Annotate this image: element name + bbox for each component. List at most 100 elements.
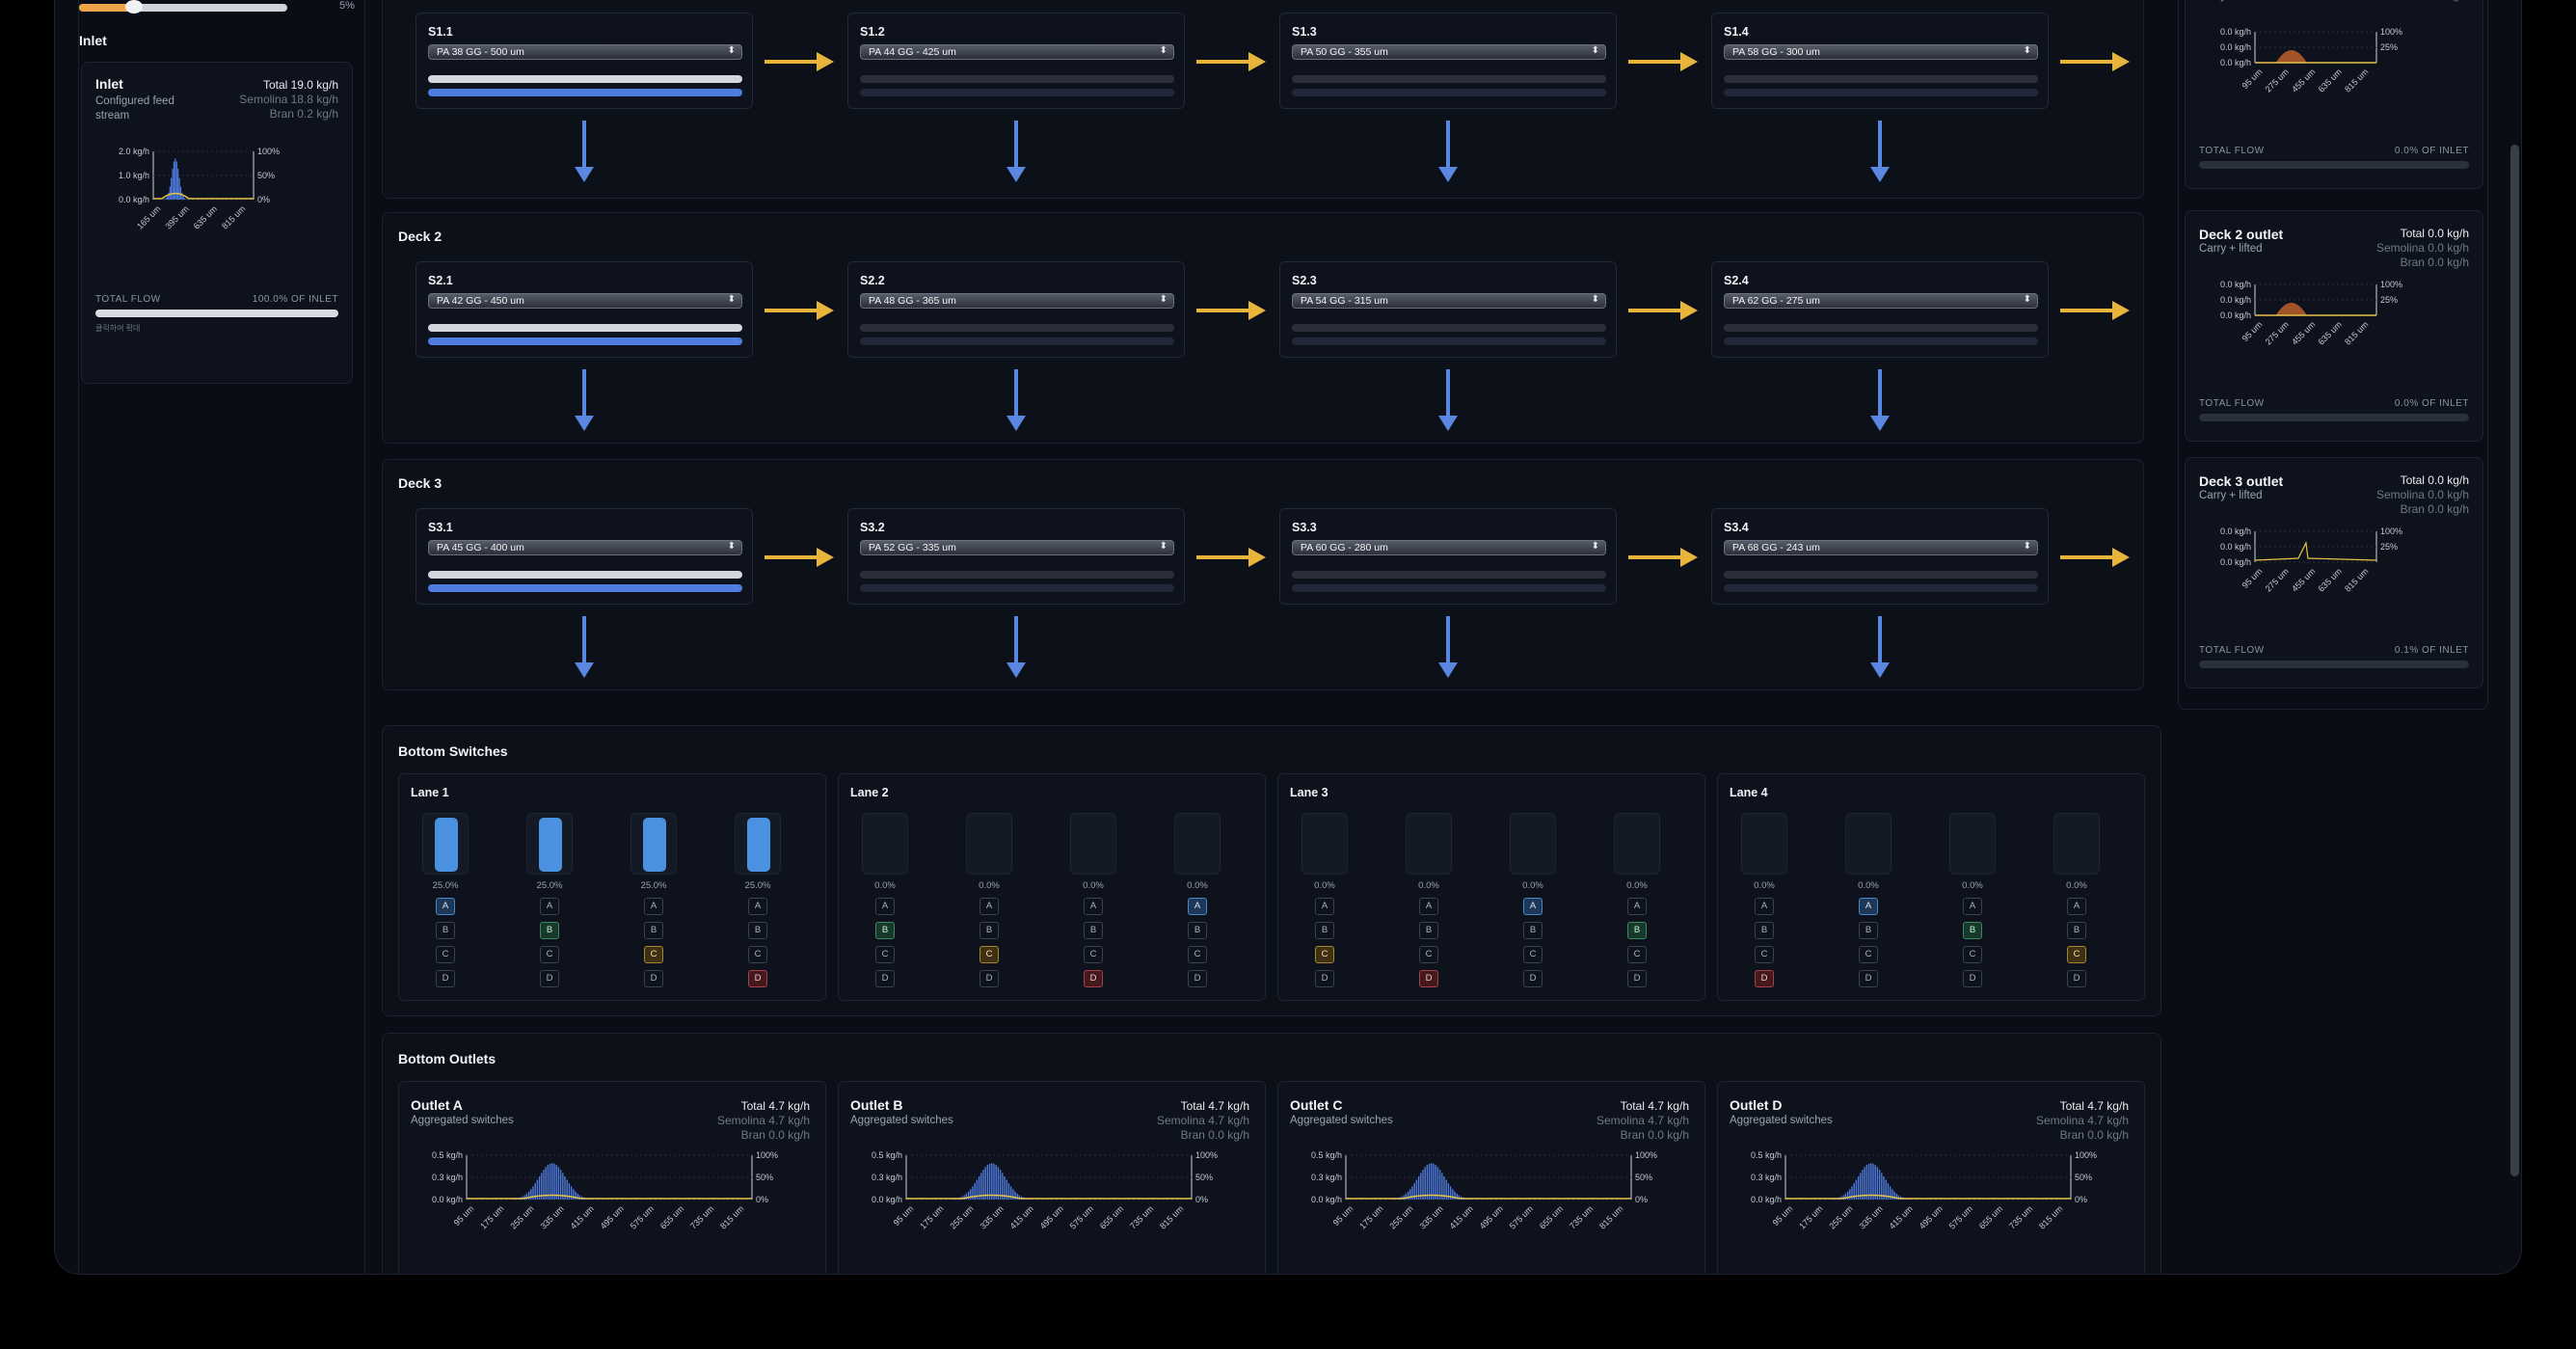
switch-route-b-button[interactable]: B — [1419, 922, 1438, 939]
switch-level-slot[interactable] — [1845, 813, 1892, 875]
switch-level-slot[interactable] — [526, 813, 573, 875]
switch-route-d-button[interactable]: D — [1859, 970, 1878, 987]
switch-route-b-button[interactable]: B — [875, 922, 895, 939]
switch-route-c-button[interactable]: C — [1084, 946, 1103, 963]
sieve-mesh-select[interactable]: PA 44 GG - 425 um ⬍ — [860, 44, 1174, 60]
switch-route-c-button[interactable]: C — [1315, 946, 1334, 963]
switch-level-slot[interactable] — [1510, 813, 1556, 875]
switch-route-a-button[interactable]: A — [1963, 898, 1982, 915]
outlet-card[interactable]: Outlet A Aggregated switches Total 4.7 kg/… — [398, 1081, 826, 1274]
switch-level-slot[interactable] — [1406, 813, 1452, 875]
switch-route-c-button[interactable]: C — [436, 946, 455, 963]
switch-route-b-button[interactable]: B — [748, 922, 767, 939]
switch-route-a-button[interactable]: A — [1755, 898, 1774, 915]
deck-outlet-card[interactable]: Deck 2 outlet Carry + lifted Total 0.0 kg/… — [2185, 210, 2483, 442]
switch-route-d-button[interactable]: D — [1419, 970, 1438, 987]
outlet-card[interactable]: Outlet D Aggregated switches Total 4.7 kg/… — [1717, 1081, 2145, 1274]
switch-route-c-button[interactable]: C — [1963, 946, 1982, 963]
switch-route-b-button[interactable]: B — [644, 922, 663, 939]
switch-level-slot[interactable] — [966, 813, 1012, 875]
switch-route-c-button[interactable]: C — [979, 946, 999, 963]
switch-level-slot[interactable] — [1174, 813, 1221, 875]
switch-route-c-button[interactable]: C — [644, 946, 663, 963]
switch-route-d-button[interactable]: D — [748, 970, 767, 987]
switch-level-slot[interactable] — [2053, 813, 2100, 875]
switch-route-d-button[interactable]: D — [436, 970, 455, 987]
sieve-mesh-select[interactable]: PA 58 GG - 300 um ⬍ — [1724, 44, 2038, 60]
switch-route-a-button[interactable]: A — [1419, 898, 1438, 915]
switch-route-d-button[interactable]: D — [1188, 970, 1207, 987]
outlet-card[interactable]: Outlet B Aggregated switches Total 4.7 kg/… — [838, 1081, 1266, 1274]
sieve-mesh-select[interactable]: PA 68 GG - 243 um ⬍ — [1724, 540, 2038, 555]
feed-slider[interactable]: 5% — [79, 0, 368, 15]
switch-route-c-button[interactable]: C — [1419, 946, 1438, 963]
sieve-mesh-select[interactable]: PA 54 GG - 315 um ⬍ — [1292, 293, 1606, 309]
switch-route-d-button[interactable]: D — [979, 970, 999, 987]
switch-route-a-button[interactable]: A — [540, 898, 559, 915]
sieve-mesh-select[interactable]: PA 62 GG - 275 um ⬍ — [1724, 293, 2038, 309]
switch-route-d-button[interactable]: D — [1523, 970, 1543, 987]
switch-route-b-button[interactable]: B — [436, 922, 455, 939]
switch-level-slot[interactable] — [862, 813, 908, 875]
switch-route-c-button[interactable]: C — [748, 946, 767, 963]
switch-route-a-button[interactable]: A — [1188, 898, 1207, 915]
sieve-mesh-select[interactable]: PA 48 GG - 365 um ⬍ — [860, 293, 1174, 309]
sieve-mesh-select[interactable]: PA 42 GG - 450 um ⬍ — [428, 293, 742, 309]
switch-route-b-button[interactable]: B — [979, 922, 999, 939]
switch-route-d-button[interactable]: D — [2067, 970, 2086, 987]
switch-level-slot[interactable] — [1741, 813, 1787, 875]
switch-route-b-button[interactable]: B — [1963, 922, 1982, 939]
switch-route-a-button[interactable]: A — [979, 898, 999, 915]
switch-level-slot[interactable] — [1614, 813, 1660, 875]
switch-route-d-button[interactable]: D — [1627, 970, 1647, 987]
switch-route-d-button[interactable]: D — [540, 970, 559, 987]
switch-route-b-button[interactable]: B — [540, 922, 559, 939]
sieve-mesh-select[interactable]: PA 60 GG - 280 um ⬍ — [1292, 540, 1606, 555]
switch-route-c-button[interactable]: C — [540, 946, 559, 963]
switch-route-c-button[interactable]: C — [1523, 946, 1543, 963]
switch-route-b-button[interactable]: B — [2067, 922, 2086, 939]
switch-route-c-button[interactable]: C — [1627, 946, 1647, 963]
switch-level-slot[interactable] — [1301, 813, 1348, 875]
switch-route-b-button[interactable]: B — [1859, 922, 1878, 939]
slider-knob[interactable] — [125, 0, 143, 13]
switch-route-c-button[interactable]: C — [1755, 946, 1774, 963]
switch-route-d-button[interactable]: D — [1084, 970, 1103, 987]
sieve-mesh-select[interactable]: PA 38 GG - 500 um ⬍ — [428, 44, 742, 60]
switch-level-slot[interactable] — [1070, 813, 1116, 875]
switch-route-b-button[interactable]: B — [1084, 922, 1103, 939]
switch-route-d-button[interactable]: D — [875, 970, 895, 987]
switch-route-b-button[interactable]: B — [1755, 922, 1774, 939]
sieve-mesh-select[interactable]: PA 45 GG - 400 um ⬍ — [428, 540, 742, 555]
switch-level-slot[interactable] — [735, 813, 781, 875]
deck-outlet-card[interactable]: Deck 3 outlet Carry + lifted Total 0.0 kg/… — [2185, 457, 2483, 688]
switch-route-c-button[interactable]: C — [875, 946, 895, 963]
switch-level-slot[interactable] — [422, 813, 469, 875]
switch-route-a-button[interactable]: A — [748, 898, 767, 915]
outlet-card[interactable]: Outlet C Aggregated switches Total 4.7 kg/… — [1277, 1081, 1705, 1274]
switch-route-c-button[interactable]: C — [1188, 946, 1207, 963]
switch-route-d-button[interactable]: D — [644, 970, 663, 987]
sieve-mesh-select[interactable]: PA 50 GG - 355 um ⬍ — [1292, 44, 1606, 60]
switch-route-a-button[interactable]: A — [1084, 898, 1103, 915]
switch-route-a-button[interactable]: A — [436, 898, 455, 915]
switch-route-b-button[interactable]: B — [1315, 922, 1334, 939]
switch-route-a-button[interactable]: A — [2067, 898, 2086, 915]
slider-track[interactable] — [79, 4, 287, 12]
switch-route-b-button[interactable]: B — [1523, 922, 1543, 939]
switch-route-a-button[interactable]: A — [1523, 898, 1543, 915]
switch-level-slot[interactable] — [631, 813, 677, 875]
switch-route-a-button[interactable]: A — [1315, 898, 1334, 915]
scrollbar-thumb[interactable] — [2510, 145, 2519, 1176]
switch-route-a-button[interactable]: A — [1859, 898, 1878, 915]
switch-route-b-button[interactable]: B — [1627, 922, 1647, 939]
switch-route-c-button[interactable]: C — [2067, 946, 2086, 963]
switch-route-d-button[interactable]: D — [1963, 970, 1982, 987]
sieve-mesh-select[interactable]: PA 52 GG - 335 um ⬍ — [860, 540, 1174, 555]
switch-route-d-button[interactable]: D — [1315, 970, 1334, 987]
inlet-card[interactable]: Inlet Configured feed stream Total 19.0 … — [81, 62, 353, 384]
switch-route-b-button[interactable]: B — [1188, 922, 1207, 939]
switch-level-slot[interactable] — [1949, 813, 1996, 875]
switch-route-a-button[interactable]: A — [1627, 898, 1647, 915]
